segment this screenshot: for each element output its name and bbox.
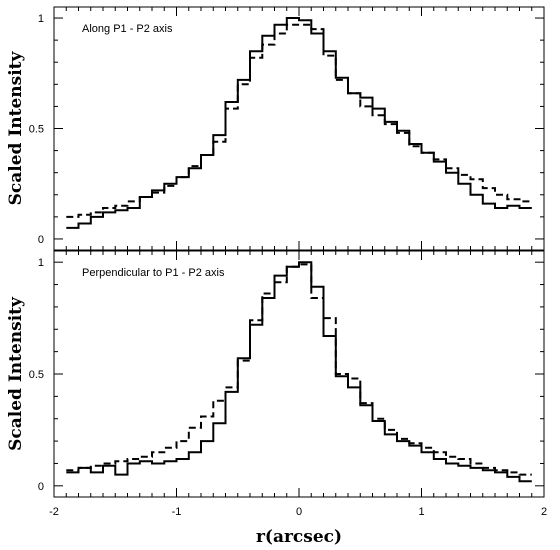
series-dashed-line	[66, 263, 532, 476]
x-tick-label: -2	[49, 506, 59, 518]
y-tick-label: 1	[38, 257, 44, 269]
x-tick-labels: -2 -1 0 1 2	[49, 506, 547, 518]
series-group	[66, 261, 532, 483]
panel-along-axis: 00.51 Along P1 - P2 axis Scaled Intensit…	[6, 6, 545, 251]
x-tick-label: -1	[172, 506, 182, 518]
y-tick-label: 0.5	[29, 369, 44, 381]
axis-ticks	[53, 7, 545, 250]
y-axis-title: Scaled Intensity	[6, 296, 26, 451]
series-group	[66, 17, 532, 229]
series-solid-line	[66, 17, 532, 229]
y-tick-label: 0	[38, 234, 44, 246]
series-solid-line	[66, 261, 532, 483]
y-tick-labels: 00.51	[29, 257, 44, 493]
y-tick-label: 0.5	[29, 124, 44, 136]
series-dashed-line	[66, 23, 532, 218]
y-tick-labels: 00.51	[29, 13, 44, 246]
panel-label: Along P1 - P2 axis	[82, 23, 173, 35]
panel-perpendicular-axis: 00.51 -2 -1 0 1 2 Perpendicular to P1 - P2 a…	[6, 250, 547, 547]
x-axis-title: r(arcsec)	[256, 527, 342, 547]
axis-ticks	[53, 251, 545, 497]
y-tick-label: 0	[38, 481, 44, 493]
plot-frame	[53, 6, 545, 251]
panel-label: Perpendicular to P1 - P2 axis	[82, 267, 225, 279]
y-axis-title: Scaled Intensity	[6, 50, 26, 205]
x-tick-label: 1	[418, 506, 424, 518]
y-tick-label: 1	[38, 13, 44, 25]
x-tick-label: 0	[296, 506, 302, 518]
x-tick-label: 2	[541, 506, 547, 518]
